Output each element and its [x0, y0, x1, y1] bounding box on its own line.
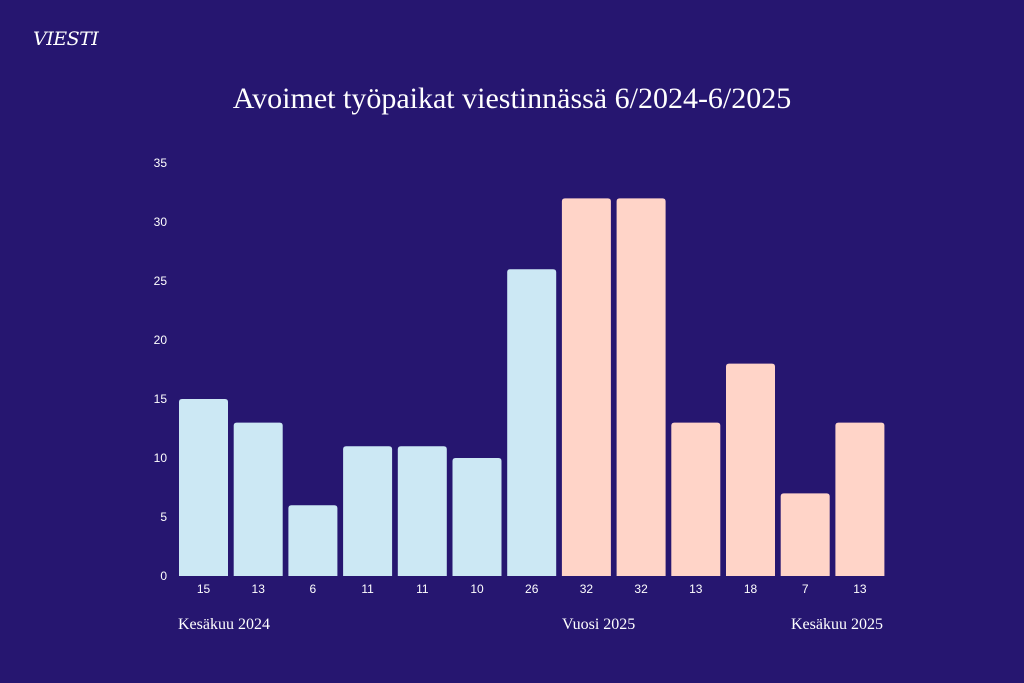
bar	[671, 422, 721, 576]
x-tick-label: 6	[310, 582, 317, 596]
y-tick-label: 15	[154, 392, 168, 406]
bar	[835, 422, 885, 576]
annotation-kesakuu-2025: Kesäkuu 2025	[791, 616, 883, 633]
y-tick-label: 5	[160, 510, 167, 524]
x-tick-label: 32	[634, 582, 648, 596]
bar	[561, 198, 611, 576]
annotation-vuosi-2025: Vuosi 2025	[562, 616, 636, 633]
x-tick-label: 13	[853, 582, 867, 596]
bar	[616, 198, 666, 576]
x-tick-label: 11	[361, 582, 374, 596]
x-tick-label: 13	[252, 582, 266, 596]
y-tick-label: 25	[154, 274, 168, 288]
x-tick-label: 11	[416, 582, 429, 596]
bar	[343, 446, 393, 576]
bar	[452, 458, 502, 576]
bar	[179, 399, 228, 576]
bar	[780, 493, 830, 576]
y-tick-label: 10	[154, 451, 168, 465]
bar	[507, 269, 557, 576]
annotation-kesakuu-2024: Kesäkuu 2024	[178, 616, 270, 633]
bar	[288, 505, 338, 576]
x-tick-label: 18	[744, 582, 758, 596]
chart-title: Avoimet työpaikat viestinnässä 6/2024-6/…	[232, 82, 792, 115]
y-tick-label: 35	[154, 156, 168, 170]
x-tick-label: 10	[470, 582, 484, 596]
y-tick-label: 0	[160, 569, 167, 583]
bar	[397, 446, 447, 576]
x-tick-label: 32	[580, 582, 594, 596]
y-tick-label: 30	[154, 215, 168, 229]
y-tick-label: 20	[154, 333, 168, 347]
bar	[726, 363, 775, 576]
x-tick-label: 13	[689, 582, 703, 596]
x-tick-label: 26	[525, 582, 539, 596]
viesti-logo: VIESTI	[33, 28, 99, 50]
x-tick-label: 15	[197, 582, 211, 596]
x-tick-label: 7	[802, 582, 809, 596]
bar	[233, 422, 283, 576]
